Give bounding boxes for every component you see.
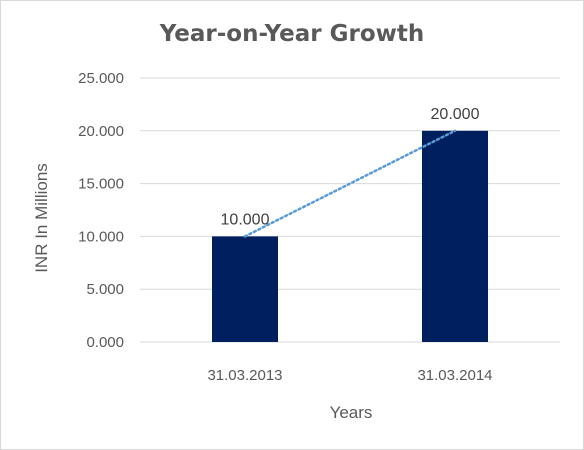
x-tick-label: 31.03.2013 [207,367,282,384]
y-tick-label: 5.000 [86,281,124,298]
data-label: 10.000 [221,211,270,228]
data-label: 20.000 [431,106,480,123]
chart-title: Year-on-Year Growth [159,21,425,47]
y-tick-label: 20.000 [78,123,124,140]
bar [422,130,488,342]
y-axis-title: INR In Millions [32,163,51,273]
y-tick-label: 0.000 [86,334,124,351]
bar [212,236,278,342]
y-tick-label: 10.000 [78,228,124,245]
y-tick-label: 15.000 [78,176,124,193]
trendline [243,129,457,238]
x-axis-title: Years [330,403,373,422]
x-tick-label: 31.03.2014 [417,367,492,384]
y-tick-label: 25.000 [78,70,124,87]
